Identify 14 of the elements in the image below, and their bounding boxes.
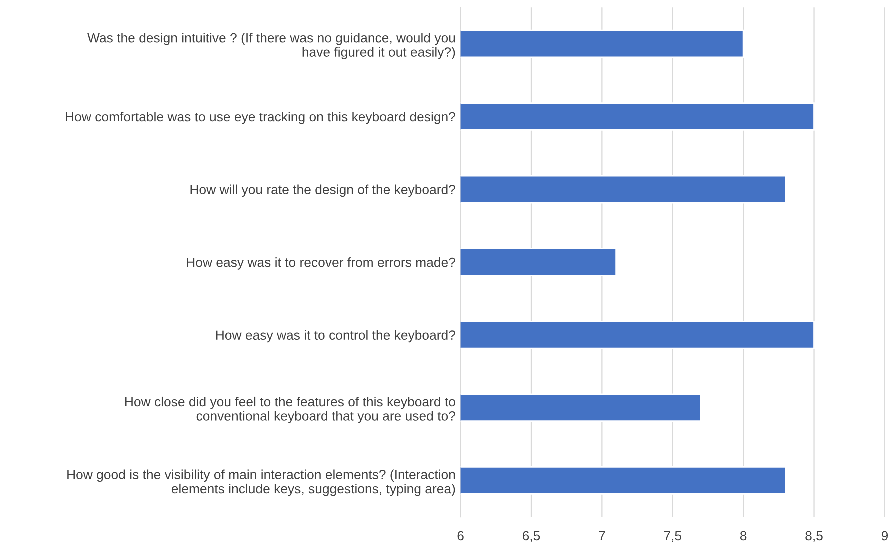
y-tick-label: How close did you feel to the features of this keyboard to conventional keyboard that you are used to? <box>126 396 456 424</box>
x-tick-label: 8 <box>740 531 747 541</box>
y-tick-label: How good is the visibility of main interaction elements? (Interaction elements include keys, suggestions, typing area) <box>68 470 456 496</box>
y-tick-label: How easy was it to recover from errors made? <box>187 258 456 270</box>
y-tick-label: How comfortable was to use eye tracking on this keyboard design? <box>66 112 456 124</box>
y-tick-label: Was the design intuitive ? (If there was no guidance, would you have figured it out easily?) <box>88 33 456 60</box>
y-tick-label: How will you rate the design of the keyboard? <box>190 184 456 198</box>
x-tick-label: 7 <box>599 531 606 541</box>
x-tick-label: 7,5 <box>664 531 682 542</box>
x-tick-label: 6 <box>458 531 464 541</box>
x-tick-label: 9 <box>882 531 888 541</box>
y-tick-label: How easy was it to control the keyboard? <box>216 330 456 343</box>
x-tick-label: 8,5 <box>806 531 823 542</box>
x-tick-label: 6,5 <box>522 531 540 542</box>
